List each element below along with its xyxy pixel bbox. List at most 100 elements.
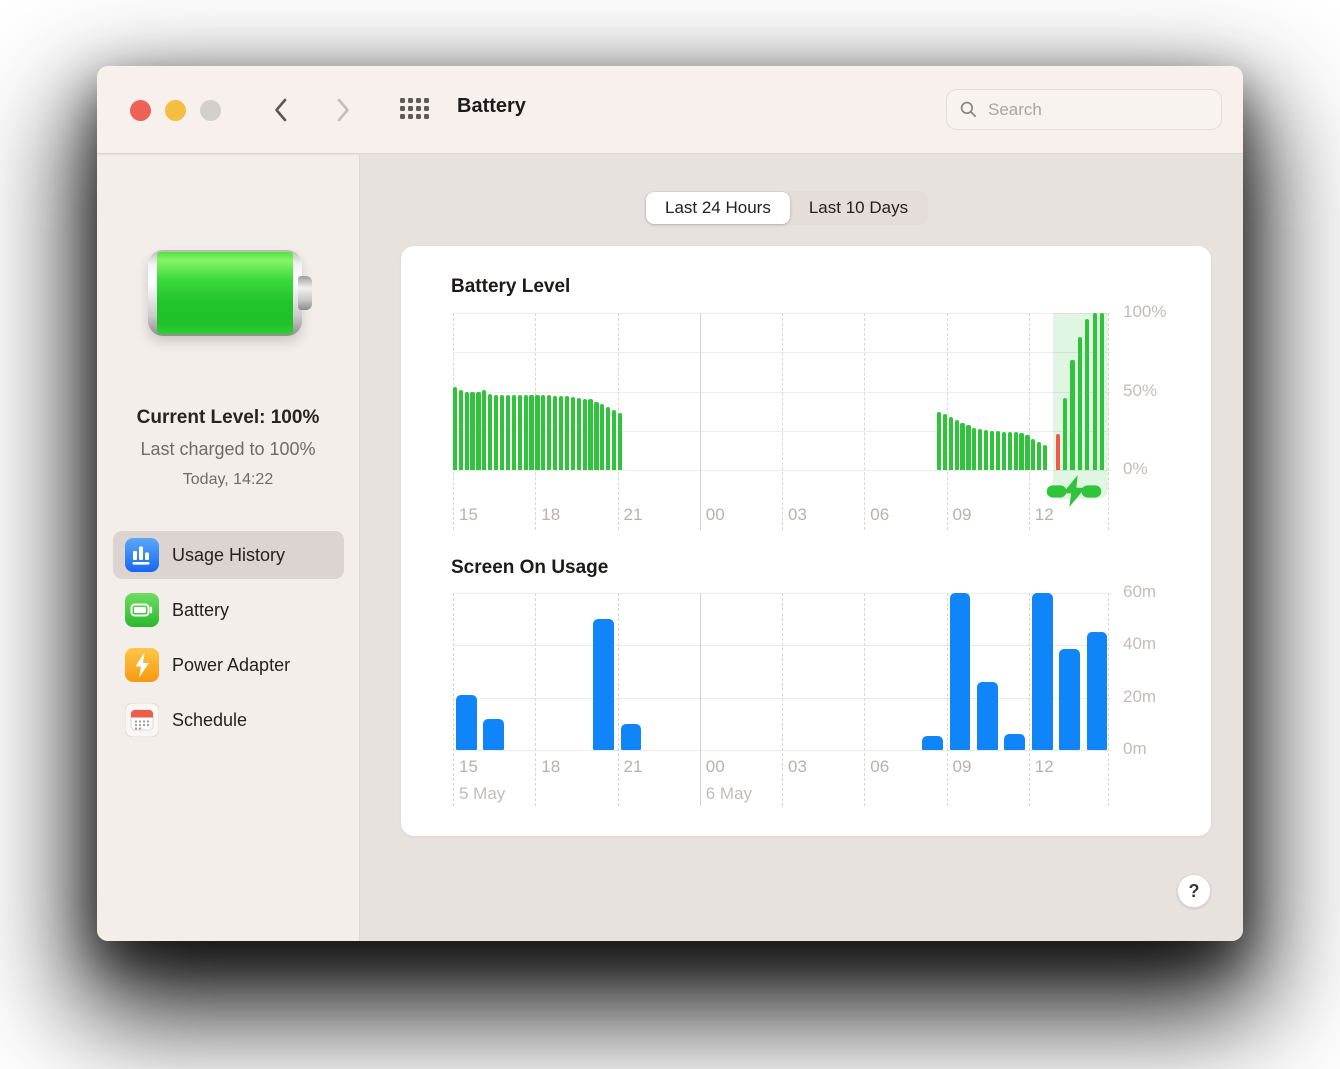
battery-level-chart-title: Battery Level <box>451 276 571 297</box>
sidebar-item-battery[interactable]: Battery <box>113 586 344 634</box>
battery-level-bar <box>511 394 517 470</box>
y-axis-label: 0m <box>1123 739 1147 758</box>
x-axis-label: 15 <box>459 757 478 776</box>
x-axis-label: 09 <box>952 505 972 524</box>
battery-level-bar <box>559 396 564 470</box>
battery-level-bar <box>452 386 458 470</box>
y-axis-label: 20m <box>1123 686 1157 706</box>
x-axis-label: 21 <box>623 757 643 776</box>
y-axis-label: 100% <box>1123 302 1167 321</box>
chevron-right-icon <box>337 98 349 122</box>
battery-settings-window: Battery Current Level: 100% Last charged… <box>97 66 1243 941</box>
battery-level-bar <box>458 389 463 470</box>
battery-level-bar <box>972 427 977 470</box>
forward-button[interactable] <box>328 95 358 125</box>
last-charged-text: Last charged to 100% <box>140 439 316 459</box>
show-all-preferences-grid-icon[interactable] <box>400 98 430 123</box>
screen-usage-bar <box>593 619 614 750</box>
battery-level-bar <box>954 419 959 470</box>
sidebar-item-usage-history[interactable]: Usage History <box>113 531 344 579</box>
date-label: 5 May <box>459 784 506 803</box>
battery-level-bar <box>582 398 587 470</box>
tick-line <box>535 593 537 806</box>
zoom-window-button[interactable] <box>200 100 221 121</box>
battery-level-bar <box>1077 336 1082 470</box>
sidebar-menu: Usage History Battery <box>113 531 344 751</box>
battery-level-bar <box>547 395 552 470</box>
battery-level-bar <box>1062 397 1068 470</box>
battery-charge-fill <box>157 252 293 334</box>
x-axis-label: 06 <box>870 505 890 524</box>
back-button[interactable] <box>265 95 295 125</box>
x-axis-label: 09 <box>952 757 972 776</box>
screen-usage-bar <box>922 735 943 750</box>
battery-level-bar <box>594 401 599 470</box>
usage-history-icon <box>125 538 159 572</box>
battery-level-bar <box>1031 438 1036 470</box>
battery-level-bar <box>488 393 493 470</box>
battery-level-bar <box>1085 319 1090 470</box>
date-label: 6 May <box>705 784 753 803</box>
tick-line <box>699 593 701 806</box>
y-axis-label: 50% <box>1123 380 1158 400</box>
sidebar-item-schedule[interactable]: Schedule <box>113 696 344 744</box>
help-button[interactable]: ? <box>1177 874 1211 908</box>
battery-level-bar <box>990 430 995 470</box>
x-axis-label: 12 <box>1034 505 1054 524</box>
sidebar-item-label: Schedule <box>172 709 248 730</box>
y-axis-label: 40m <box>1123 634 1157 654</box>
screen-usage-bar <box>1059 649 1081 750</box>
window-title: Battery <box>457 95 526 117</box>
sidebar-item-power-adapter[interactable]: Power Adapter <box>113 641 344 689</box>
sidebar-item-label: Battery <box>172 599 230 620</box>
tick-line <box>453 593 454 806</box>
search-input[interactable] <box>986 98 1209 121</box>
x-axis-label: 03 <box>788 505 807 524</box>
tick-line <box>864 593 866 806</box>
tick-line <box>1107 313 1109 530</box>
minimize-window-button[interactable] <box>165 100 186 121</box>
battery-level-bar <box>505 394 511 470</box>
y-axis-label: 0% <box>1123 459 1148 478</box>
schedule-icon <box>125 703 159 737</box>
battery-terminal <box>298 276 312 310</box>
x-axis-label: 00 <box>705 757 725 776</box>
charts-card: Battery Level 100% 50% 0% 15 18 21 00 03 06 09 12 … <box>401 246 1211 836</box>
battery-level-bar <box>1019 433 1024 470</box>
x-axis-label: 15 <box>459 505 478 524</box>
last-charged-time: Today, 14:22 <box>182 471 274 488</box>
battery-level-bar <box>464 391 469 470</box>
battery-level-bar <box>576 397 581 470</box>
battery-level-bar <box>535 395 540 470</box>
tab-last-10-days[interactable]: Last 10 Days <box>808 198 909 217</box>
search-field[interactable] <box>946 89 1222 130</box>
battery-level-bar <box>606 407 611 470</box>
battery-level-bar <box>966 425 971 470</box>
screen-usage-bar <box>1086 632 1108 750</box>
tick-line <box>782 313 783 530</box>
close-window-button[interactable] <box>130 100 151 121</box>
battery-icon <box>125 593 159 627</box>
battery-level-bar <box>570 397 575 470</box>
tab-last-24-hours[interactable]: Last 24 Hours <box>646 192 790 224</box>
battery-level-bar <box>476 392 481 470</box>
tick-line <box>1028 313 1030 530</box>
battery-level-bar <box>552 396 558 470</box>
help-question-mark: ? <box>1188 880 1200 901</box>
battery-level-bar <box>564 396 569 470</box>
x-axis-label: 21 <box>623 505 643 524</box>
chevron-left-icon <box>274 98 286 122</box>
screen-on-usage-chart-title: Screen On Usage <box>451 557 609 578</box>
battery-level-bar <box>523 394 528 470</box>
battery-level-bar <box>470 392 475 470</box>
screen-usage-bar <box>976 681 998 750</box>
tick-line <box>946 593 948 806</box>
tick-line <box>1107 593 1109 806</box>
battery-level-bar <box>517 394 522 470</box>
y-axis-label: 60m <box>1123 582 1157 601</box>
x-axis-label: 18 <box>541 757 561 776</box>
charging-bolt-icon <box>1045 475 1103 507</box>
tick-line <box>699 313 701 530</box>
screen-usage-bar <box>456 695 477 750</box>
